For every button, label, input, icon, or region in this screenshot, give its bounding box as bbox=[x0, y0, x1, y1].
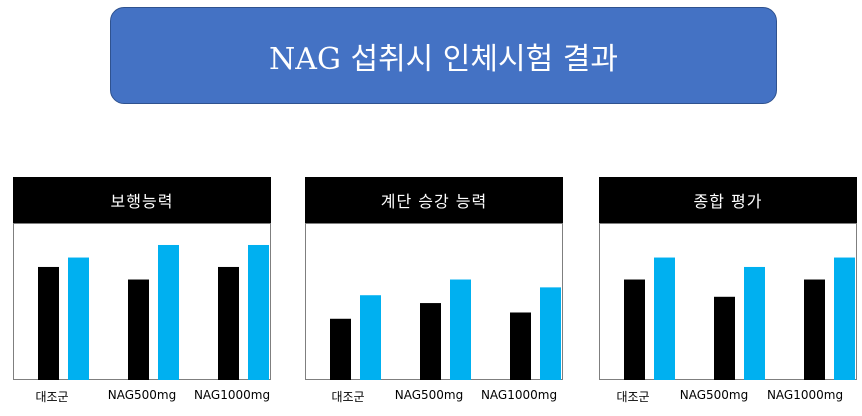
bar-series-2-2 bbox=[158, 244, 179, 380]
bar-series-1-1 bbox=[624, 279, 645, 380]
walking-ability-chart bbox=[13, 223, 271, 380]
overall-evaluation-panel: 종합 평가 대조군 NAG500mg NAG1000mg bbox=[599, 177, 857, 410]
stair-climbing-chart bbox=[305, 223, 563, 380]
overall-evaluation-chart bbox=[599, 223, 857, 380]
bar-series-1-3 bbox=[804, 279, 825, 380]
stair-climbing-x-labels: 대조군 NAG500mg NAG1000mg bbox=[305, 388, 563, 410]
x-tick-label: NAG1000mg bbox=[480, 388, 558, 402]
x-tick-label: NAG500mg bbox=[394, 388, 464, 402]
bar-series-2-2 bbox=[744, 266, 765, 380]
x-tick-label: NAG500mg bbox=[679, 388, 749, 402]
bar-series-2-3 bbox=[248, 244, 269, 380]
overall-evaluation-title: 종합 평가 bbox=[599, 177, 857, 223]
bar-series-2-3 bbox=[834, 257, 855, 380]
bar-series-2-1 bbox=[360, 295, 381, 380]
page-title: NAG 섭취시 인체시험 결과 bbox=[110, 7, 777, 104]
bar-series-2-2 bbox=[450, 279, 471, 380]
x-tick-label: 대조군 bbox=[616, 390, 650, 404]
bar-series-2-1 bbox=[654, 257, 675, 380]
walking-ability-title: 보행능력 bbox=[13, 177, 271, 223]
bar-series-1-3 bbox=[510, 312, 531, 380]
x-tick-label: 대조군 bbox=[35, 390, 69, 404]
bar-series-1-2 bbox=[128, 279, 149, 380]
bar-series-1-2 bbox=[420, 303, 441, 380]
x-tick-label: NAG1000mg bbox=[193, 388, 271, 402]
stair-climbing-title: 계단 승강 능력 bbox=[305, 177, 563, 223]
walking-ability-x-labels: 대조군 NAG500mg NAG1000mg bbox=[13, 388, 271, 410]
bar-series-2-3 bbox=[540, 287, 561, 380]
x-tick-label: 대조군 bbox=[331, 390, 365, 404]
x-tick-label: NAG500mg bbox=[107, 388, 177, 402]
walking-ability-panel: 보행능력 대조군 NAG500mg NAG1000mg bbox=[13, 177, 271, 410]
bar-series-2-1 bbox=[68, 257, 89, 380]
bar-series-1-3 bbox=[218, 266, 239, 380]
x-tick-label: NAG1000mg bbox=[766, 388, 844, 402]
bar-series-1-2 bbox=[714, 296, 735, 380]
bar-series-1-1 bbox=[38, 266, 59, 380]
overall-evaluation-x-labels: 대조군 NAG500mg NAG1000mg bbox=[599, 388, 857, 410]
bar-series-1-1 bbox=[330, 318, 351, 380]
stair-climbing-panel: 계단 승강 능력 대조군 NAG500mg NAG1000mg bbox=[305, 177, 563, 410]
